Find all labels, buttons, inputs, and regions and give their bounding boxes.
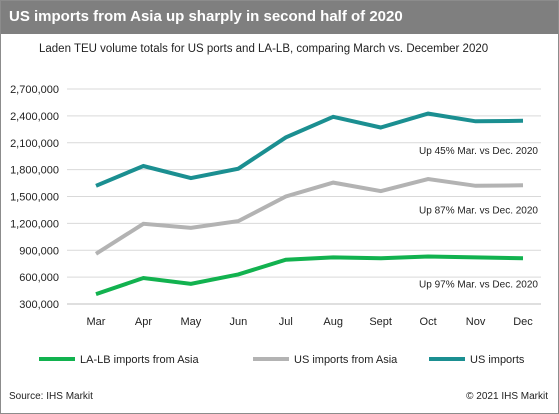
x-tick-label: Aug [323,316,343,328]
annotation-label: Up 97% Mar. vs Dec. 2020 [419,279,538,290]
title-bar: US imports from Asia up sharply in secon… [1,1,558,34]
source-note: Source: IHS Markit [9,391,93,402]
series-line-la-lb-imports-from-asia [95,254,524,296]
legend-label: US imports [470,354,525,366]
y-tick-label: 1,800,000 [10,165,59,177]
x-tick-label: Sept [369,316,392,328]
annotation-label: Up 45% Mar. vs Dec. 2020 [419,146,538,157]
x-tick-label: Apr [135,316,152,328]
chart-subtitle: Laden TEU volume totals for US ports and… [39,43,489,55]
x-tick-label: Oct [420,316,437,328]
x-tick-label: Jul [279,316,293,328]
y-tick-label: 2,400,000 [10,111,59,123]
y-tick-label: 600,000 [19,272,59,284]
legend-label: US imports from Asia [294,354,398,366]
chart-title: US imports from Asia up sharply in secon… [9,8,403,25]
x-tick-label: Mar [87,316,106,328]
x-tick-label: Jun [229,316,247,328]
y-tick-label: 1,500,000 [10,192,59,204]
annotation-label: Up 87% Mar. vs Dec. 2020 [419,205,538,216]
y-tick-label: 2,700,000 [10,84,59,96]
x-tick-label: Nov [466,316,486,328]
x-tick-label: Dec [513,316,533,328]
y-tick-label: 300,000 [19,299,59,311]
y-tick-label: 900,000 [19,245,59,257]
legend-label: LA-LB imports from Asia [80,354,199,366]
series-line-us-imports [95,111,524,188]
y-tick-label: 2,100,000 [10,138,59,150]
copyright-note: © 2021 IHS Markit [466,391,548,402]
y-tick-label: 1,200,000 [10,218,59,230]
series-line-us-imports-from-asia [94,176,524,256]
x-tick-label: May [180,316,201,328]
